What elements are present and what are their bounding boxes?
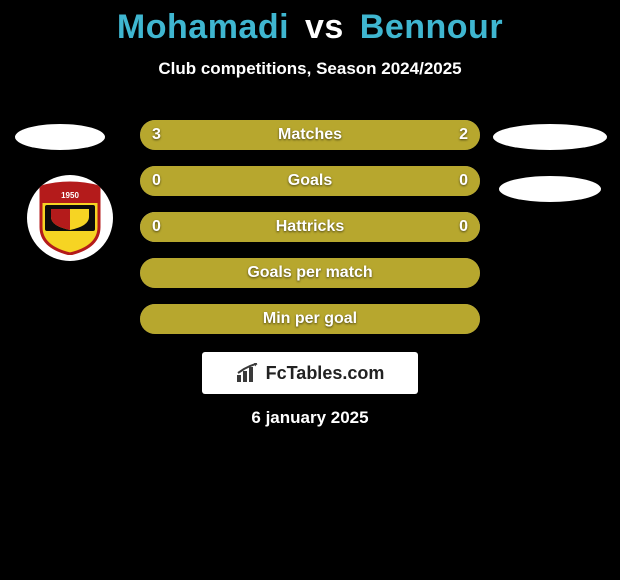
avatar-right-blank-1	[493, 124, 607, 150]
stat-label: Goals	[288, 172, 332, 190]
stat-row: 0 Hattricks 0	[140, 212, 480, 242]
date-text: 6 january 2025	[0, 408, 620, 428]
title-player-left: Mohamadi	[117, 8, 289, 46]
stat-value-left: 0	[152, 172, 161, 190]
avatar-left-blank	[15, 124, 105, 150]
stat-label: Hattricks	[276, 218, 344, 236]
stat-value-right: 2	[459, 126, 468, 144]
brand-box: FcTables.com	[202, 352, 418, 394]
brand-text: FcTables.com	[266, 363, 385, 384]
badge-year: 1950	[61, 191, 79, 200]
stat-row: Goals per match	[140, 258, 480, 288]
stat-rows: 3 Matches 2 0 Goals 0 0 Hattricks 0 Goals per mat…	[140, 120, 480, 350]
stat-row: 3 Matches 2	[140, 120, 480, 150]
stat-fill-left	[140, 166, 310, 196]
club-badge: 1950	[27, 175, 113, 261]
stat-value-left: 3	[152, 126, 161, 144]
shield-icon: 1950	[37, 181, 103, 255]
title-player-right: Bennour	[360, 8, 503, 46]
club-badge-graphic: 1950	[37, 181, 103, 255]
stat-label: Min per goal	[263, 310, 357, 328]
subtitle: Club competitions, Season 2024/2025	[0, 59, 620, 79]
title-vs: vs	[299, 8, 350, 46]
bar-chart-icon	[236, 363, 260, 383]
stat-label: Goals per match	[247, 264, 372, 282]
stat-label: Matches	[278, 126, 342, 144]
stat-value-right: 0	[459, 218, 468, 236]
stat-value-left: 0	[152, 218, 161, 236]
page-title: Mohamadi vs Bennour	[0, 0, 620, 47]
stat-fill-right	[310, 166, 480, 196]
stat-row: 0 Goals 0	[140, 166, 480, 196]
stat-row: Min per goal	[140, 304, 480, 334]
stat-value-right: 0	[459, 172, 468, 190]
avatar-right-blank-2	[499, 176, 601, 202]
